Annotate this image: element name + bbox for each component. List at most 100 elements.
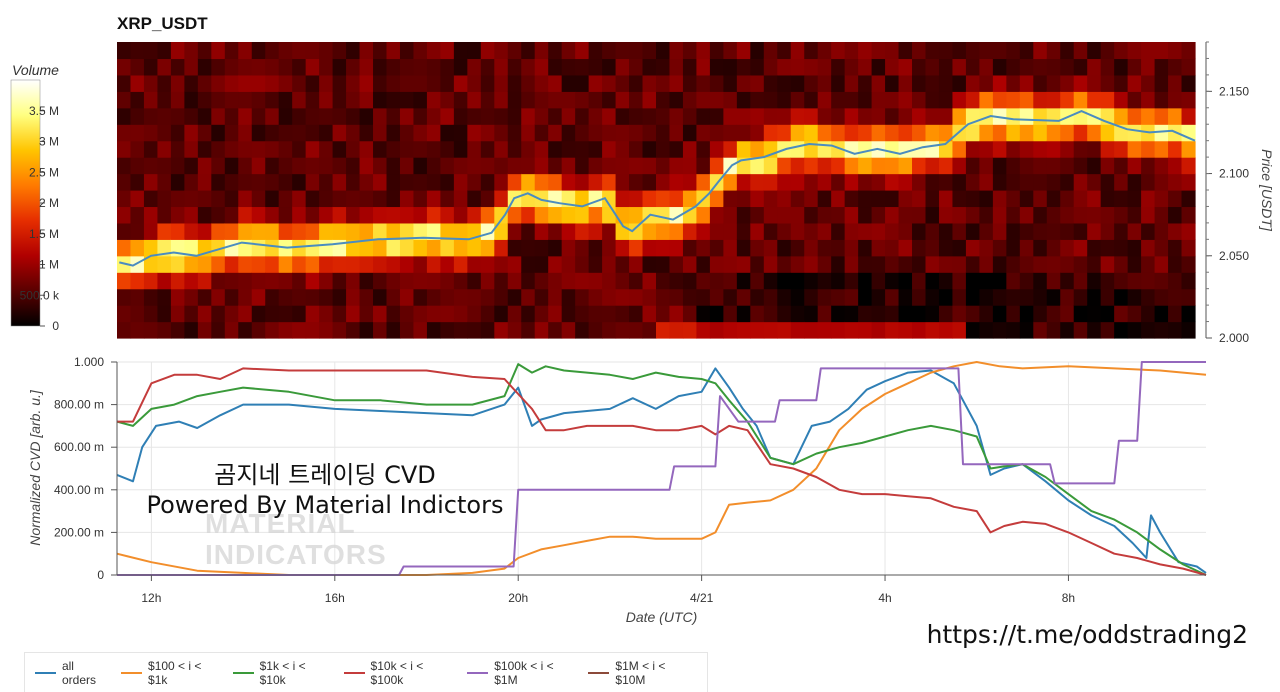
heatmap-cell bbox=[1168, 91, 1183, 109]
legend-item[interactable]: $100 < i < $1k bbox=[121, 659, 221, 687]
heatmap-cell bbox=[170, 206, 185, 224]
heatmap-cell bbox=[453, 272, 468, 290]
heatmap-cell bbox=[413, 272, 428, 290]
heatmap-cell bbox=[723, 305, 738, 323]
heatmap-cell bbox=[359, 190, 374, 208]
heatmap-cell bbox=[319, 222, 334, 240]
heatmap-cell bbox=[844, 239, 859, 257]
heatmap-cell bbox=[1006, 91, 1021, 109]
legend-label: all orders bbox=[61, 658, 96, 687]
heatmap-cell bbox=[386, 206, 401, 224]
heatmap-cell bbox=[1019, 124, 1034, 142]
heatmap-cell bbox=[938, 190, 954, 208]
heatmap-cell bbox=[912, 206, 927, 224]
heatmap-cell bbox=[1060, 206, 1075, 224]
heatmap-cell bbox=[790, 272, 805, 290]
heatmap-cell bbox=[453, 91, 468, 109]
heatmap-cell bbox=[1141, 321, 1156, 339]
heatmap-cell bbox=[1141, 222, 1156, 240]
heatmap-cell bbox=[494, 157, 509, 175]
heatmap-cell bbox=[399, 124, 415, 142]
heatmap-cell bbox=[346, 140, 361, 158]
heatmap-cell bbox=[1141, 157, 1156, 175]
heatmap-cell bbox=[426, 74, 441, 92]
heatmap-cell bbox=[885, 74, 900, 92]
heatmap-cell bbox=[979, 173, 994, 191]
heatmap-cell bbox=[426, 190, 441, 208]
heatmap-cell bbox=[399, 58, 415, 76]
heatmap-cell bbox=[467, 140, 482, 158]
heatmap-cell bbox=[413, 206, 428, 224]
heatmap-cell bbox=[885, 272, 900, 290]
legend-item[interactable]: $1k < i < $10k bbox=[232, 659, 332, 687]
heatmap-cell bbox=[561, 272, 576, 290]
heatmap-cell bbox=[292, 222, 307, 240]
heatmap-cell bbox=[534, 157, 549, 175]
legend-swatch bbox=[467, 671, 489, 674]
heatmap-cell bbox=[979, 124, 994, 142]
heatmap-cell bbox=[1127, 239, 1142, 257]
heatmap-cell bbox=[804, 305, 819, 323]
heatmap-cell bbox=[817, 321, 832, 339]
legend-swatch bbox=[588, 671, 610, 674]
heatmap-cell bbox=[265, 91, 280, 109]
heatmap-cell bbox=[763, 42, 778, 60]
heatmap-cell bbox=[413, 255, 428, 273]
heatmap-cell bbox=[1033, 107, 1048, 125]
heatmap-cell bbox=[1087, 222, 1102, 240]
heatmap-cell bbox=[184, 272, 199, 290]
heatmap-cell bbox=[763, 321, 778, 339]
heatmap-cell bbox=[467, 107, 482, 125]
heatmap-cell bbox=[858, 222, 873, 240]
heatmap-cell bbox=[305, 74, 320, 92]
legend-item[interactable]: $10k < i < $100k bbox=[343, 659, 456, 687]
legend-item[interactable]: $100k < i < $1M bbox=[467, 659, 576, 687]
heatmap-cell bbox=[440, 321, 455, 339]
heatmap-cell bbox=[426, 206, 441, 224]
heatmap-cell bbox=[1154, 58, 1169, 76]
heatmap-cell bbox=[588, 140, 603, 158]
heatmap-cell bbox=[804, 157, 819, 175]
colorbar-title: Volume bbox=[12, 62, 59, 78]
heatmap-cell bbox=[548, 74, 563, 92]
heatmap-cell bbox=[885, 305, 900, 323]
heatmap-cell bbox=[157, 288, 172, 306]
legend-item[interactable]: $1M < i < $10M bbox=[588, 659, 695, 687]
heatmap-cell bbox=[251, 272, 266, 290]
heatmap-cell bbox=[521, 58, 536, 76]
heatmap-cell bbox=[170, 305, 185, 323]
heatmap-cell bbox=[130, 206, 145, 224]
heatmap-cell bbox=[426, 288, 441, 306]
heatmap-cell bbox=[534, 91, 549, 109]
heatmap-cell bbox=[238, 321, 253, 339]
heatmap-cell bbox=[278, 91, 293, 109]
heatmap-cell bbox=[925, 239, 940, 257]
heatmap-cell bbox=[251, 305, 266, 323]
heatmap-cell bbox=[117, 272, 132, 290]
heatmap-cell bbox=[979, 206, 994, 224]
heatmap-cell bbox=[319, 157, 334, 175]
heatmap-cell bbox=[197, 288, 212, 306]
heatmap-cell bbox=[696, 206, 711, 224]
heatmap-cell bbox=[143, 255, 159, 273]
heatmap-cell bbox=[723, 222, 738, 240]
heatmap-cell bbox=[346, 124, 361, 142]
heatmap-cell bbox=[359, 305, 374, 323]
heatmap-cell bbox=[426, 42, 441, 60]
heatmap-cell bbox=[143, 288, 159, 306]
heatmap-cell bbox=[642, 42, 657, 60]
heatmap-cell bbox=[346, 190, 361, 208]
heatmap-cell bbox=[480, 42, 495, 60]
heatmap-cell bbox=[305, 173, 320, 191]
legend-item[interactable]: all orders bbox=[35, 659, 109, 687]
heatmap-cell bbox=[426, 321, 441, 339]
heatmap-cell bbox=[615, 206, 630, 224]
heatmap-cell bbox=[251, 74, 266, 92]
heatmap-cell bbox=[790, 321, 805, 339]
heatmap-cell bbox=[952, 58, 967, 76]
heatmap-cell bbox=[494, 107, 509, 125]
heatmap-cell bbox=[1019, 288, 1034, 306]
heatmap-cell bbox=[871, 107, 886, 125]
heatmap-cell bbox=[332, 74, 347, 92]
heatmap-cell bbox=[1114, 42, 1129, 60]
